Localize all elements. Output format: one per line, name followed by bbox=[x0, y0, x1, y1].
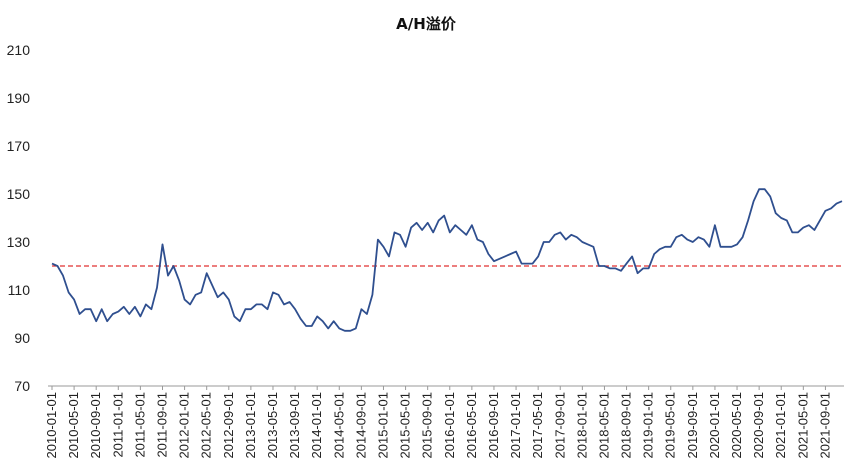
x-tick-label: 2021-01-01 bbox=[773, 392, 788, 459]
x-axis: 2010-01-01 2010-05-01 2010-09-01 2011-01-01… bbox=[44, 385, 844, 459]
y-tick-label: 90 bbox=[14, 330, 30, 346]
x-tick-label: 2014-01-01 bbox=[309, 392, 324, 459]
y-tick-label: 110 bbox=[8, 282, 31, 298]
x-tick-label: 2012-05-01 bbox=[199, 392, 214, 459]
x-tick-label: 2020-05-01 bbox=[729, 392, 744, 459]
x-tick-label: 2016-09-01 bbox=[486, 392, 501, 459]
x-tick-label: 2010-09-01 bbox=[88, 392, 103, 459]
x-tick-label: 2018-01-01 bbox=[574, 392, 589, 459]
x-tick-label: 2012-09-01 bbox=[221, 392, 236, 459]
x-tick-label: 2014-05-01 bbox=[331, 392, 346, 459]
y-tick-label: 170 bbox=[7, 138, 31, 154]
x-tick-label: 2013-05-01 bbox=[265, 392, 280, 459]
x-tick-label: 2011-05-01 bbox=[132, 392, 147, 458]
x-tick-label: 2017-09-01 bbox=[552, 392, 567, 459]
series-layer bbox=[51, 188, 843, 332]
x-tick-label: 2018-05-01 bbox=[596, 392, 611, 459]
x-tick-label: 2012-01-01 bbox=[177, 392, 192, 459]
x-tick-label: 2013-09-01 bbox=[287, 392, 302, 459]
x-tick-label: 2010-05-01 bbox=[66, 392, 81, 459]
x-tick-label: 2014-09-01 bbox=[353, 392, 368, 459]
series-line bbox=[51, 188, 843, 332]
x-tick-label: 2015-09-01 bbox=[420, 392, 435, 459]
x-tick-label: 2017-05-01 bbox=[530, 392, 545, 459]
x-tick-label: 2010-01-01 bbox=[44, 392, 59, 459]
x-tick-label: 2020-09-01 bbox=[751, 392, 766, 459]
x-tick-label: 2017-01-01 bbox=[508, 392, 523, 459]
x-tick-label: 2018-09-01 bbox=[619, 392, 634, 459]
y-tick-label: 190 bbox=[7, 90, 31, 106]
y-tick-label: 130 bbox=[7, 234, 31, 250]
x-tick-label: 2011-01-01 bbox=[110, 392, 125, 458]
y-tick-label: 150 bbox=[7, 186, 31, 202]
y-tick-label: 210 bbox=[7, 42, 31, 58]
x-tick-label: 2019-05-01 bbox=[663, 392, 678, 459]
y-tick-label: 70 bbox=[14, 378, 30, 394]
x-tick-label: 2021-09-01 bbox=[817, 392, 832, 459]
x-tick-label: 2015-05-01 bbox=[398, 392, 413, 459]
x-tick-label: 2015-01-01 bbox=[375, 392, 390, 459]
x-tick-label: 2011-09-01 bbox=[154, 392, 169, 458]
chart-title: A/H溢价 bbox=[396, 15, 457, 33]
x-tick-label: 2013-01-01 bbox=[243, 392, 258, 459]
x-tick-label: 2016-01-01 bbox=[442, 392, 457, 459]
x-tick-label: 2020-01-01 bbox=[707, 392, 722, 459]
y-axis: 70 90 110 130 150 170 190 210 bbox=[7, 42, 31, 394]
x-tick-label: 2016-05-01 bbox=[464, 392, 479, 459]
x-tick-label: 2019-01-01 bbox=[641, 392, 656, 459]
x-tick-label: 2021-05-01 bbox=[795, 392, 810, 459]
x-tick-label: 2019-09-01 bbox=[685, 392, 700, 459]
